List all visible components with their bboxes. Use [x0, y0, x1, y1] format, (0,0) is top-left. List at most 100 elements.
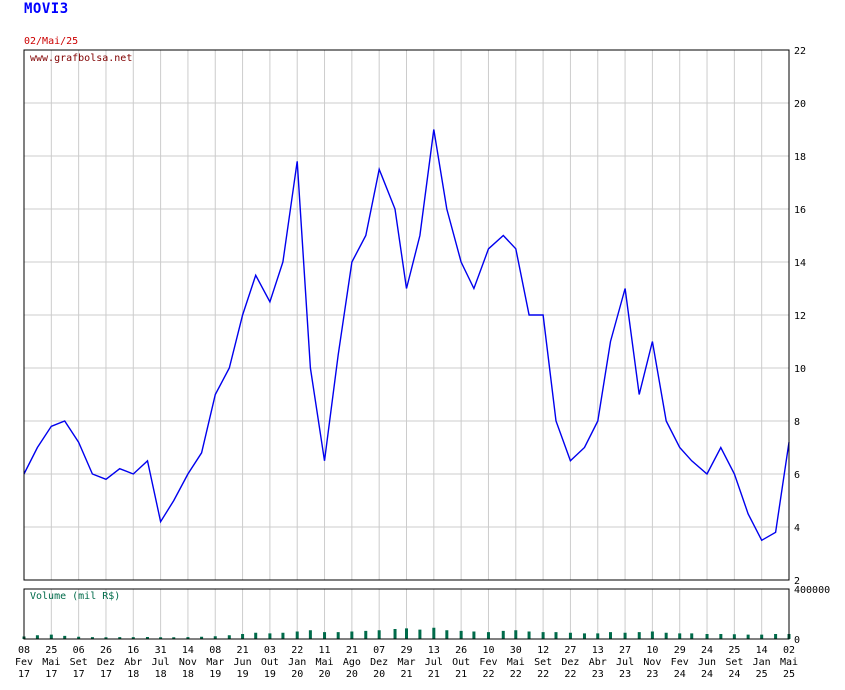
volume-bar — [159, 637, 163, 639]
volume-bar — [705, 634, 709, 639]
x-tick-label: 20 — [346, 669, 358, 680]
x-tick-label: Mai — [507, 657, 525, 668]
x-tick-label: 13 — [428, 645, 440, 656]
x-tick-label: 25 — [783, 669, 795, 680]
x-tick-label: 18 — [182, 669, 194, 680]
volume-bar — [281, 632, 285, 639]
volume-tick-label: 400000 — [794, 585, 830, 596]
volume-bar — [308, 630, 312, 639]
volume-bar — [377, 630, 381, 639]
x-tick-label: Out — [452, 657, 470, 668]
x-tick-label: 17 — [18, 669, 30, 680]
x-tick-label: Jul — [616, 657, 634, 668]
x-tick-label: 22 — [510, 669, 522, 680]
x-tick-label: 22 — [564, 669, 576, 680]
x-tick-label: 26 — [100, 645, 112, 656]
x-tick-label: 12 — [537, 645, 549, 656]
x-tick-label: 08 — [209, 645, 221, 656]
x-tick-label: 22 — [482, 669, 494, 680]
x-tick-label: 24 — [728, 669, 740, 680]
volume-bar — [760, 634, 764, 639]
x-tick-label: 02 — [783, 645, 795, 656]
x-tick-label: 27 — [619, 645, 631, 656]
x-tick-label: Ago — [343, 657, 361, 668]
ticker-title: MOVI3 — [24, 1, 69, 17]
x-tick-label: Jan — [288, 657, 306, 668]
volume-bar — [664, 632, 668, 639]
volume-bar — [650, 631, 654, 639]
x-tick-label: Fev — [671, 657, 689, 668]
x-tick-label: 24 — [701, 669, 713, 680]
x-tick-label: 22 — [291, 645, 303, 656]
x-tick-label: Jun — [698, 657, 716, 668]
y-tick-label: 12 — [794, 311, 806, 322]
x-tick-label: Abr — [589, 657, 607, 668]
volume-bar — [200, 636, 204, 639]
volume-bar — [227, 635, 231, 639]
x-tick-label: 17 — [100, 669, 112, 680]
x-tick-label: 17 — [45, 669, 57, 680]
y-tick-label: 18 — [794, 152, 806, 163]
volume-bar — [459, 630, 463, 639]
y-tick-label: 16 — [794, 205, 806, 216]
volume-panel-frame — [23, 588, 790, 640]
volume-axis-ticks: 0 400000 — [794, 585, 830, 646]
volume-bar — [350, 631, 354, 639]
y-tick-label: 20 — [794, 99, 806, 110]
x-tick-label: 11 — [319, 645, 331, 656]
x-tick-label: Set — [534, 657, 552, 668]
price-axis-ticks: 2 4 6 8 10 12 14 16 18 20 22 — [794, 46, 806, 587]
volume-bar — [295, 631, 299, 639]
x-tick-label: 19 — [209, 669, 221, 680]
volume-bar — [35, 635, 39, 639]
x-tick-label: 18 — [155, 669, 167, 680]
x-tick-label: 14 — [182, 645, 194, 656]
x-tick-label: Jul — [425, 657, 443, 668]
x-tick-label: 08 — [18, 645, 30, 656]
x-tick-label: 25 — [756, 669, 768, 680]
x-tick-label: Mar — [206, 657, 224, 668]
x-tick-label: 21 — [455, 669, 467, 680]
x-tick-label: Abr — [124, 657, 142, 668]
price-panel-frame — [23, 49, 790, 581]
volume-bar — [268, 633, 272, 639]
x-tick-label: 14 — [756, 645, 768, 656]
volume-bar — [241, 634, 245, 639]
x-tick-label: 21 — [237, 645, 249, 656]
volume-bar — [719, 634, 723, 639]
x-tick-label: 25 — [728, 645, 740, 656]
volume-bar — [77, 636, 81, 639]
x-tick-label: 21 — [400, 669, 412, 680]
volume-bar — [609, 632, 612, 639]
volume-bar — [746, 634, 750, 639]
x-tick-label: Jul — [152, 657, 170, 668]
volume-bar — [131, 637, 135, 639]
y-tick-label: 6 — [794, 470, 800, 481]
volume-bar — [527, 631, 531, 639]
x-tick-label: Nov — [643, 657, 661, 668]
x-tick-label: 19 — [237, 669, 249, 680]
volume-bar — [336, 632, 340, 639]
volume-bar — [472, 631, 476, 639]
x-tick-label: 13 — [592, 645, 604, 656]
volume-bar — [186, 637, 190, 639]
volume-bar — [623, 632, 627, 639]
volume-bar — [690, 633, 694, 639]
x-tick-label: 23 — [592, 669, 604, 680]
x-tick-label: 29 — [674, 645, 686, 656]
x-tick-label: 07 — [373, 645, 385, 656]
volume-bar — [554, 632, 558, 639]
volume-bar — [254, 632, 258, 639]
y-tick-label: 2 — [794, 576, 800, 587]
x-tick-label: 06 — [73, 645, 85, 656]
volume-tick-label: 0 — [794, 635, 800, 646]
x-tick-label: 18 — [127, 669, 139, 680]
x-tick-label: 10 — [482, 645, 494, 656]
volume-bar — [323, 632, 327, 639]
date-axis-ticks: 08Fev1725Mai1706Set1726Dez1716Abr1831Jul… — [15, 645, 798, 680]
x-tick-label: 26 — [455, 645, 467, 656]
volume-bar — [486, 632, 490, 639]
x-tick-label: Dez — [370, 657, 388, 668]
watermark: www.grafbolsa.net — [30, 53, 132, 64]
